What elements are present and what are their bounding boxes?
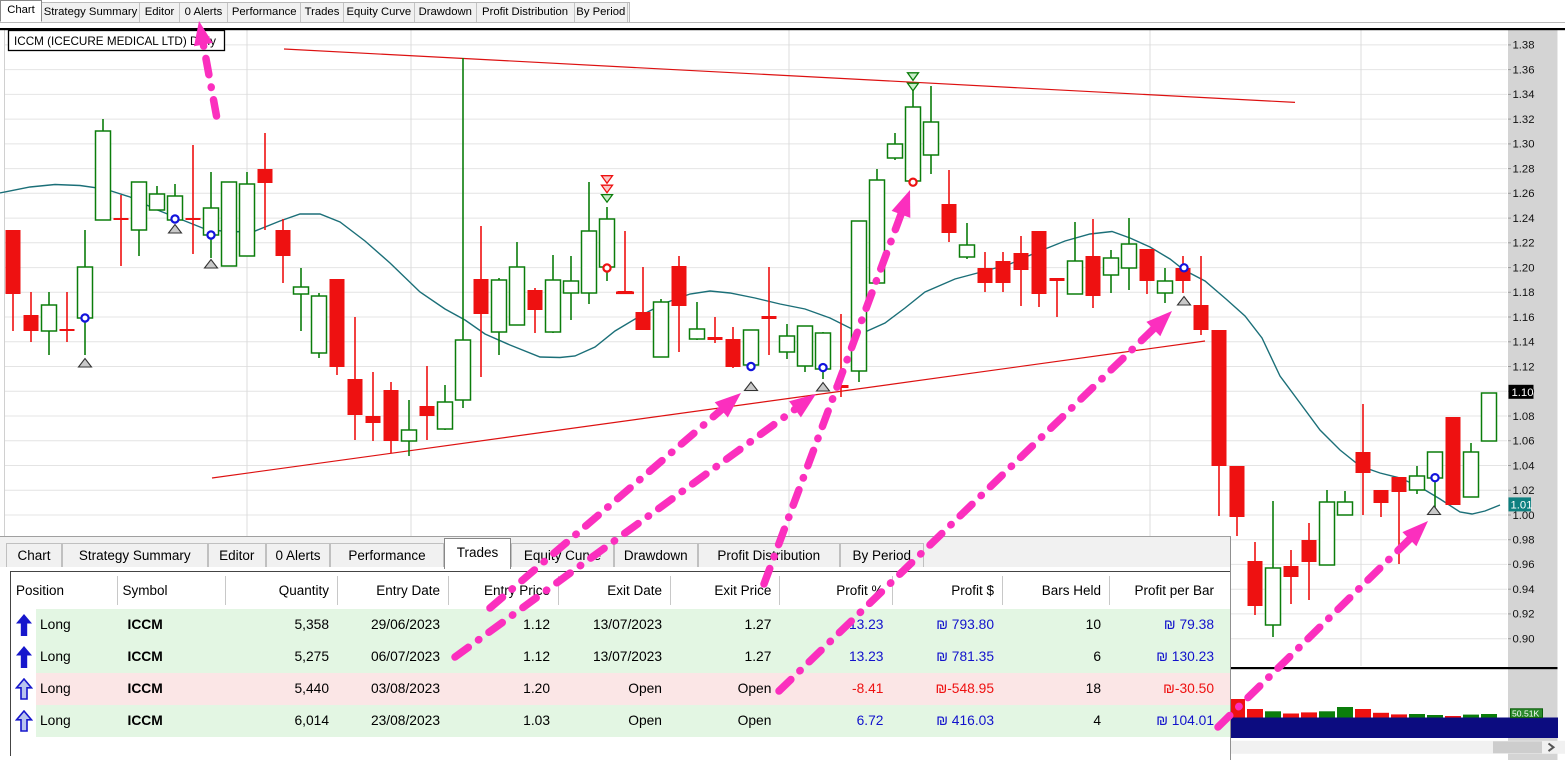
svg-text:1.30: 1.30 [1513, 139, 1535, 151]
svg-text:1.18: 1.18 [1513, 287, 1535, 299]
svg-text:0.92: 0.92 [1513, 609, 1535, 621]
svg-text:1.22: 1.22 [1513, 238, 1535, 250]
svg-text:1.36: 1.36 [1513, 64, 1535, 76]
svg-text:1.04: 1.04 [1513, 460, 1535, 472]
svg-text:1.10: 1.10 [1512, 387, 1534, 399]
svg-text:ICCM (ICECURE MEDICAL LTD) Dai: ICCM (ICECURE MEDICAL LTD) Daily [14, 35, 216, 48]
svg-text:1.08: 1.08 [1513, 411, 1535, 423]
svg-text:1.06: 1.06 [1513, 436, 1535, 448]
svg-text:0.94: 0.94 [1513, 584, 1535, 596]
svg-text:0.90: 0.90 [1513, 634, 1535, 646]
svg-text:1.28: 1.28 [1513, 163, 1535, 175]
svg-text:0.96: 0.96 [1513, 559, 1535, 571]
svg-text:1.16: 1.16 [1513, 312, 1535, 324]
svg-text:1.24: 1.24 [1513, 213, 1535, 225]
svg-text:1.01: 1.01 [1511, 500, 1533, 512]
svg-text:1.20: 1.20 [1513, 262, 1535, 274]
svg-text:1.38: 1.38 [1513, 40, 1535, 52]
svg-text:1.14: 1.14 [1513, 337, 1535, 349]
svg-text:50.51K: 50.51K [1512, 708, 1540, 718]
svg-text:1.26: 1.26 [1513, 188, 1535, 200]
svg-text:1.02: 1.02 [1513, 485, 1535, 497]
svg-text:1.32: 1.32 [1513, 114, 1535, 126]
svg-text:0.98: 0.98 [1513, 535, 1535, 547]
svg-text:1.34: 1.34 [1513, 89, 1535, 101]
svg-text:1.12: 1.12 [1513, 361, 1535, 373]
svg-text:1.00: 1.00 [1513, 510, 1535, 522]
